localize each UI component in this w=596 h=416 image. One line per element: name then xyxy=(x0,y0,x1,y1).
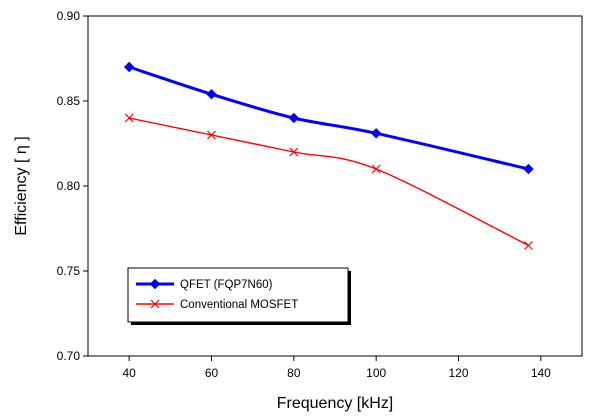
data-point xyxy=(123,61,135,73)
x-tick-label: 40 xyxy=(122,366,136,380)
data-point xyxy=(371,164,381,174)
x-tick-label: 100 xyxy=(366,366,386,380)
data-point xyxy=(288,112,300,124)
y-tick-label: 0.80 xyxy=(57,179,81,193)
data-point xyxy=(124,113,134,123)
x-tick-label: 60 xyxy=(205,366,219,380)
y-tick-label: 0.90 xyxy=(57,9,81,23)
data-point xyxy=(523,163,534,175)
y-tick-label: 0.85 xyxy=(57,94,81,108)
x-marker-stroke xyxy=(150,299,160,309)
legend-label: Conventional MOSFET xyxy=(180,299,298,311)
series-layer xyxy=(123,61,534,250)
data-point xyxy=(207,130,216,140)
x-marker-stroke xyxy=(524,241,533,250)
legend-label: QFET (FQP7N60) xyxy=(180,279,273,291)
x-marker-stroke xyxy=(124,113,134,123)
series-line-qfet xyxy=(127,65,530,171)
legend-box xyxy=(127,267,349,323)
data-point xyxy=(206,88,217,100)
x-axis-title: Frequency [kHz] xyxy=(277,395,393,412)
x-tick-label: 120 xyxy=(448,366,468,380)
legend: QFET (FQP7N60) Conventional MOSFET xyxy=(127,267,351,325)
data-point xyxy=(524,241,533,250)
y-tick-label: 0.70 xyxy=(57,349,81,363)
y-tick-label: 0.75 xyxy=(57,264,81,278)
series-line-conventional-mosfet xyxy=(128,117,530,247)
x-tick-label: 140 xyxy=(531,366,551,380)
data-point xyxy=(289,147,299,157)
y-axis-title: Efficiency [ η ] xyxy=(13,136,30,235)
data-point xyxy=(370,128,382,139)
x-marker-stroke xyxy=(207,130,216,140)
legend-swatch-marker xyxy=(150,299,160,309)
axis-ticks: 40 60 80 100 120 140 0.70 0.75 0.80 0.85 0.90 xyxy=(57,9,552,380)
x-tick-label: 80 xyxy=(287,366,301,380)
x-marker-stroke xyxy=(289,147,299,157)
legend-swatch-marker xyxy=(149,278,161,290)
x-marker-stroke xyxy=(371,164,381,174)
